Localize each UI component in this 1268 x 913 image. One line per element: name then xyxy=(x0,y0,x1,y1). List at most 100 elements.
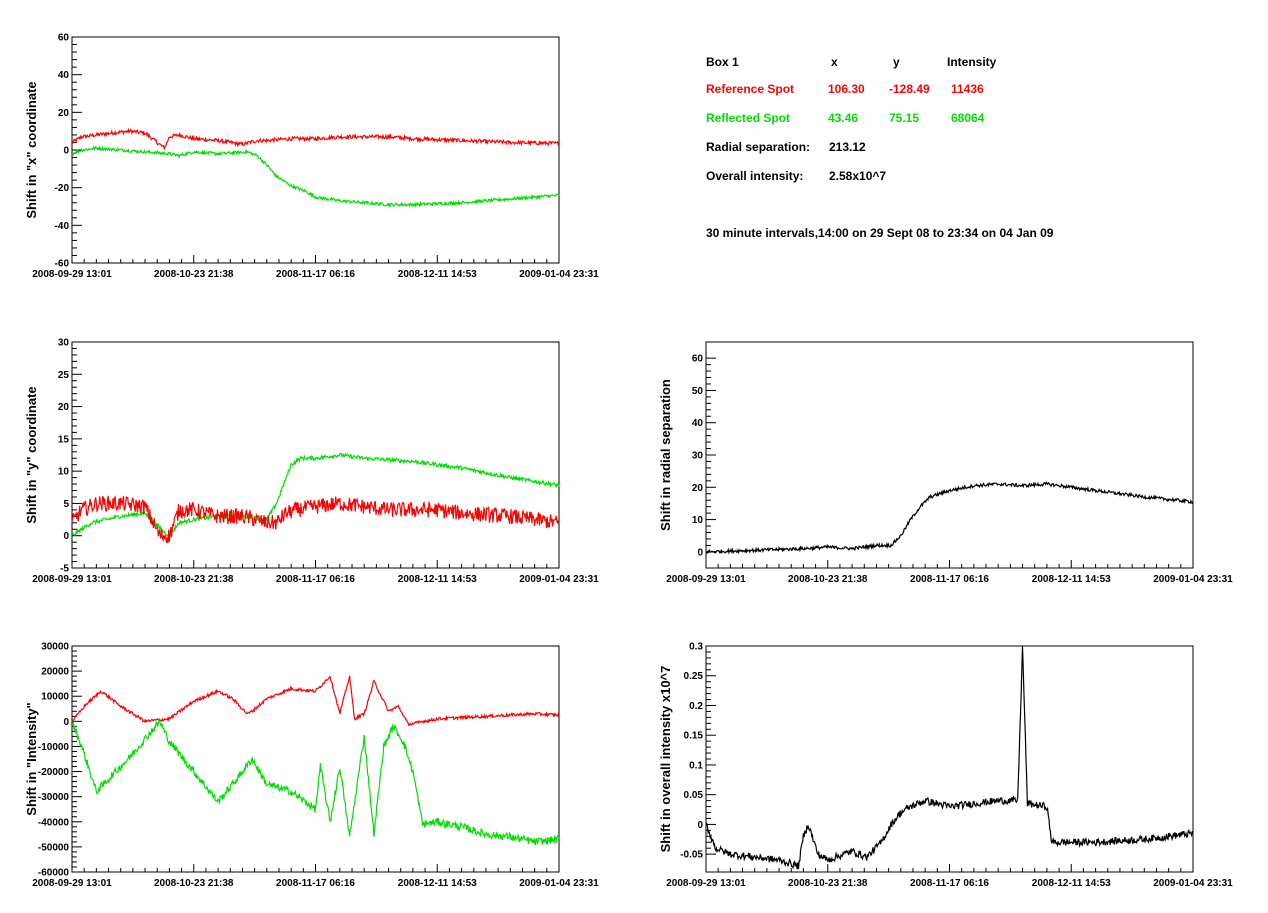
overall-intensity-label: Overall intensity: xyxy=(706,169,804,183)
series-line-single xyxy=(705,481,1194,555)
x-tick-label: 2008-12-11 14:53 xyxy=(1032,574,1111,585)
y-axis-label: Shift in "x" coordinate xyxy=(24,81,39,218)
y-tick-label: 20000 xyxy=(41,667,69,678)
y-tick-label: 0.2 xyxy=(689,701,703,712)
y-tick-label: 0 xyxy=(63,717,69,728)
reference-spot-label: Reference Spot xyxy=(706,82,795,96)
y-tick-label: 10 xyxy=(692,515,704,526)
x-tick-label: 2008-10-23 21:38 xyxy=(154,269,234,280)
x-tick-label: 2008-10-23 21:38 xyxy=(154,878,234,889)
series-line-reference xyxy=(71,495,560,544)
interval-note: 30 minute intervals,14:00 on 29 Sept 08 … xyxy=(706,226,1054,240)
y-tick-label: 50 xyxy=(692,386,704,397)
x-tick-label: 2008-12-11 14:53 xyxy=(398,878,477,889)
x-tick-label: 2008-11-17 06:16 xyxy=(910,574,989,585)
info-header-x: x xyxy=(831,55,838,69)
plot-frame xyxy=(705,341,1194,569)
x-tick-label: 2008-09-29 13:01 xyxy=(32,878,112,889)
chart-x_shift: -60 -40 -20 0 20 40 60 2008-09-29 13:01 2008-10-… xyxy=(24,33,599,281)
y-tick-label: -20000 xyxy=(38,767,70,778)
y-tick-label: -40000 xyxy=(38,817,70,828)
x-tick-label: 2008-09-29 13:01 xyxy=(32,574,112,585)
reflected-spot-x: 43.46 xyxy=(828,111,859,125)
x-tick-label: 2009-01-04 23:31 xyxy=(519,878,599,889)
y-tick-label: 0 xyxy=(63,146,69,157)
info-header-intensity: Intensity xyxy=(947,55,997,69)
y-tick-label: 25 xyxy=(58,370,70,381)
x-tick-label: 2008-09-29 13:01 xyxy=(666,878,746,889)
plot-frame xyxy=(71,36,560,264)
y-tick-label: 0.3 xyxy=(689,642,703,653)
chart-y_shift: -5 0 5 10 15 20 25 30 2008-09-29 13:01 2008-10-23… xyxy=(24,338,599,586)
chart-overall_shift: -0.05 0 0.05 0.1 0.15 0.2 0.25 0.3 2008-09-29 13… xyxy=(658,642,1233,890)
y-tick-label: 10000 xyxy=(41,692,69,703)
plot-frame xyxy=(705,645,1194,873)
x-tick-label: 2009-01-04 23:31 xyxy=(519,269,599,280)
series-line-reference xyxy=(71,127,560,150)
series-line-reflected xyxy=(71,452,560,537)
plot-frame xyxy=(71,341,560,569)
x-tick-label: 2008-11-17 06:16 xyxy=(276,878,355,889)
y-tick-label: -50000 xyxy=(38,842,70,853)
y-tick-label: 30 xyxy=(692,451,704,462)
y-tick-label: 0.15 xyxy=(684,731,704,742)
series-line-reference xyxy=(71,675,560,726)
reflected-spot-label: Reflected Spot xyxy=(706,111,791,125)
x-tick-label: 2009-01-04 23:31 xyxy=(1153,878,1233,889)
y-axis-label: Shift in "y" coordinate xyxy=(24,386,39,523)
x-tick-label: 2008-11-17 06:16 xyxy=(276,574,355,585)
x-tick-label: 2008-10-23 21:38 xyxy=(154,574,234,585)
y-tick-label: 40 xyxy=(692,418,704,429)
radial-separation-value: 213.12 xyxy=(829,140,866,154)
info-header-y: y xyxy=(893,55,900,69)
y-tick-label: 0 xyxy=(63,531,69,542)
info-header-box: Box 1 xyxy=(706,55,739,69)
x-tick-label: 2008-09-29 13:01 xyxy=(666,574,746,585)
x-tick-label: 2008-11-17 06:16 xyxy=(276,269,355,280)
y-tick-label: 20 xyxy=(58,402,70,413)
plot-frame xyxy=(71,645,560,873)
y-tick-label: -60000 xyxy=(38,868,70,879)
y-axis-label: Shift in radial separation xyxy=(658,379,673,531)
chart-radial_shift: 0 10 20 30 40 50 60 2008-09-29 13:01 2008-10-23 … xyxy=(658,341,1233,585)
x-tick-label: 2009-01-04 23:31 xyxy=(1153,574,1233,585)
y-tick-label: 0 xyxy=(697,820,703,831)
reference-spot-x: 106.30 xyxy=(828,82,865,96)
y-tick-label: 40 xyxy=(58,70,70,81)
y-tick-label: -20 xyxy=(55,183,70,194)
y-tick-label: 30000 xyxy=(41,642,69,653)
y-tick-label: -40 xyxy=(55,221,70,232)
x-tick-label: 2008-12-11 14:53 xyxy=(398,574,477,585)
y-axis-label: Shift in "Intensity" xyxy=(24,702,39,815)
y-tick-label: 5 xyxy=(63,499,69,510)
reflected-spot-y: 75.15 xyxy=(889,111,920,125)
reflected-spot-intensity: 68064 xyxy=(951,111,985,125)
overall-intensity-value: 2.58x10^7 xyxy=(829,169,887,183)
y-tick-label: 30 xyxy=(58,338,70,349)
x-tick-label: 2009-01-04 23:31 xyxy=(519,574,599,585)
series-line-reflected xyxy=(71,718,560,846)
y-tick-label: 20 xyxy=(692,483,704,494)
x-tick-label: 2008-11-17 06:16 xyxy=(910,878,989,889)
y-tick-label: -10000 xyxy=(38,742,70,753)
y-tick-label: 0.05 xyxy=(684,790,704,801)
y-tick-label: 0 xyxy=(697,547,703,558)
reference-spot-y: -128.49 xyxy=(889,82,930,96)
y-tick-label: 15 xyxy=(58,434,70,445)
y-tick-label: -0.05 xyxy=(680,850,703,861)
y-tick-label: 0.1 xyxy=(689,760,703,771)
y-tick-label: 0.25 xyxy=(684,671,704,682)
x-tick-label: 2008-09-29 13:01 xyxy=(32,269,112,280)
chart-intensity_shift: -60000 -50000 -40000 -30000 -20000 -10000 0 100… xyxy=(24,642,599,890)
x-tick-label: 2008-10-23 21:38 xyxy=(788,574,868,585)
series-line-single xyxy=(705,645,1194,870)
x-tick-label: 2008-10-23 21:38 xyxy=(788,878,868,889)
y-tick-label: 60 xyxy=(692,354,704,365)
y-tick-label: 10 xyxy=(58,467,70,478)
series-line-reflected xyxy=(71,144,560,208)
y-tick-label: -60 xyxy=(55,259,70,270)
reference-spot-intensity: 11436 xyxy=(951,82,984,96)
x-tick-label: 2008-12-11 14:53 xyxy=(398,269,477,280)
y-axis-label: Shift in overall intensity x10^7 xyxy=(658,666,673,853)
